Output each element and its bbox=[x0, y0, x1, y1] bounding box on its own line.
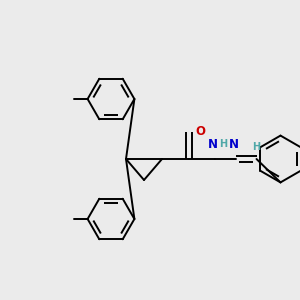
Text: N: N bbox=[208, 139, 218, 152]
Text: N: N bbox=[229, 139, 239, 152]
Text: H: H bbox=[219, 139, 227, 149]
Text: H: H bbox=[252, 142, 261, 152]
Text: O: O bbox=[196, 125, 206, 139]
